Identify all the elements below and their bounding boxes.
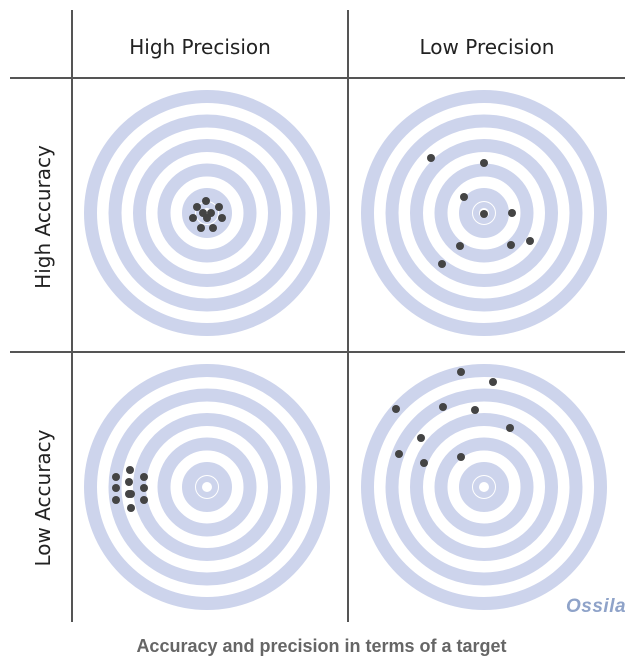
target-ring (84, 90, 330, 336)
target-ring (385, 114, 583, 312)
hit-dot (471, 406, 479, 414)
hit-dot (215, 203, 223, 211)
hit-dot (457, 453, 465, 461)
target-low-accuracy-low-precision (361, 364, 607, 610)
hit-dot (420, 459, 428, 467)
target-high-accuracy-low-precision (361, 90, 607, 336)
hit-dot (457, 368, 465, 376)
hit-dot (507, 241, 515, 249)
hit-dot (218, 214, 226, 222)
column-header-low-precision: Low Precision (420, 35, 555, 59)
target-ring (361, 364, 607, 610)
target-ring (434, 437, 534, 537)
hit-dot (126, 466, 134, 474)
target-ring (157, 163, 257, 263)
hit-dot (209, 224, 217, 232)
grid-lines (10, 10, 625, 622)
target-ring (361, 90, 607, 336)
hit-dot (526, 237, 534, 245)
column-header-high-precision: High Precision (129, 35, 271, 59)
hit-dot (395, 450, 403, 458)
target-ring (410, 139, 558, 287)
target-ring (182, 462, 232, 512)
hit-dot (140, 484, 148, 492)
hit-dot (438, 260, 446, 268)
target-center (479, 482, 489, 492)
target-low-accuracy-high-precision (84, 364, 330, 610)
hit-dot (460, 193, 468, 201)
target-ring (459, 462, 509, 512)
hit-dot (480, 159, 488, 167)
hit-dot (193, 203, 201, 211)
hit-dot (112, 473, 120, 481)
hit-dot (197, 224, 205, 232)
row-header-low-accuracy: Low Accuracy (31, 429, 55, 566)
hit-dot (112, 484, 120, 492)
target-ring (410, 413, 558, 561)
target-ring (459, 188, 509, 238)
target-ring (385, 388, 583, 586)
target-ring (434, 163, 534, 263)
target-ring (84, 364, 330, 610)
target-center (202, 482, 212, 492)
target-ring (108, 114, 306, 312)
hit-dot (127, 504, 135, 512)
hit-dot (125, 478, 133, 486)
hit-dot (489, 378, 497, 386)
target-ring (133, 413, 281, 561)
hit-dot (480, 210, 488, 218)
hit-dot (202, 197, 210, 205)
hit-dot (439, 403, 447, 411)
hit-dot (506, 424, 514, 432)
row-header-high-accuracy: High Accuracy (31, 145, 55, 289)
target-ring (133, 139, 281, 287)
target-ring (182, 188, 232, 238)
hit-dot (140, 496, 148, 504)
ossila-logo: Ossila (566, 596, 627, 617)
hit-dot (417, 434, 425, 442)
hit-dot (127, 490, 135, 498)
target-high-accuracy-high-precision (84, 90, 330, 336)
hit-dot (392, 405, 400, 413)
hit-dot (189, 214, 197, 222)
target-ring (157, 437, 257, 537)
hit-dot (140, 473, 148, 481)
targets-layer (84, 90, 607, 610)
hit-dot (203, 214, 211, 222)
figure-caption: Accuracy and precision in terms of a tar… (136, 636, 507, 656)
hit-dot (427, 154, 435, 162)
hit-dot (508, 209, 516, 217)
hit-dot (456, 242, 464, 250)
hit-dot (112, 496, 120, 504)
